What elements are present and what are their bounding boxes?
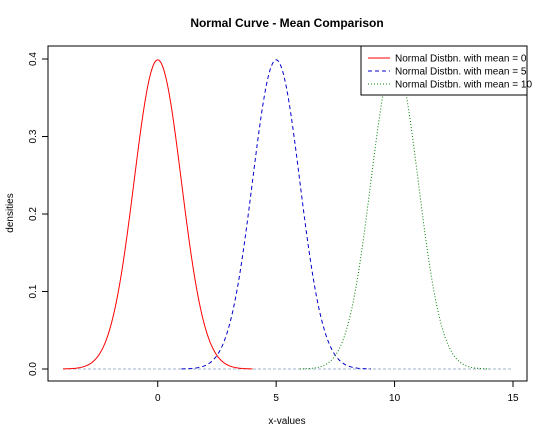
- x-tick-label: 0: [155, 393, 161, 404]
- x-tick-label: 15: [507, 393, 519, 404]
- legend-label-1: Normal Distbn. with mean = 0: [395, 54, 527, 65]
- series-layer: [62, 59, 513, 370]
- y-axis-label: densities: [5, 193, 16, 232]
- y-tick-label: 0.0: [28, 362, 39, 376]
- chart-title: Normal Curve - Mean Comparison: [190, 16, 383, 30]
- legend: Normal Distbn. with mean = 0 Normal Distb…: [360, 45, 532, 96]
- series-line-2: [181, 59, 371, 370]
- x-tick-label: 10: [389, 393, 401, 404]
- series-line-1: [62, 59, 253, 370]
- legend-box: [360, 45, 528, 96]
- series-line-3: [299, 59, 490, 370]
- y-tick-label: 0.2: [28, 207, 39, 221]
- x-axis: 0 5 10 15: [155, 380, 519, 404]
- legend-label-2: Normal Distbn. with mean = 5: [395, 67, 527, 78]
- y-tick-label: 0.1: [28, 284, 39, 298]
- plot-frame: [47, 45, 528, 382]
- y-tick-label: 0.4: [28, 52, 39, 66]
- y-tick-label: 0.3: [28, 129, 39, 143]
- y-axis: 0.0 0.1 0.2 0.3 0.4: [28, 52, 49, 376]
- legend-label-3: Normal Distbn. with mean = 10: [395, 80, 532, 91]
- x-axis-label: x-values: [268, 416, 305, 427]
- x-tick-label: 5: [273, 393, 279, 404]
